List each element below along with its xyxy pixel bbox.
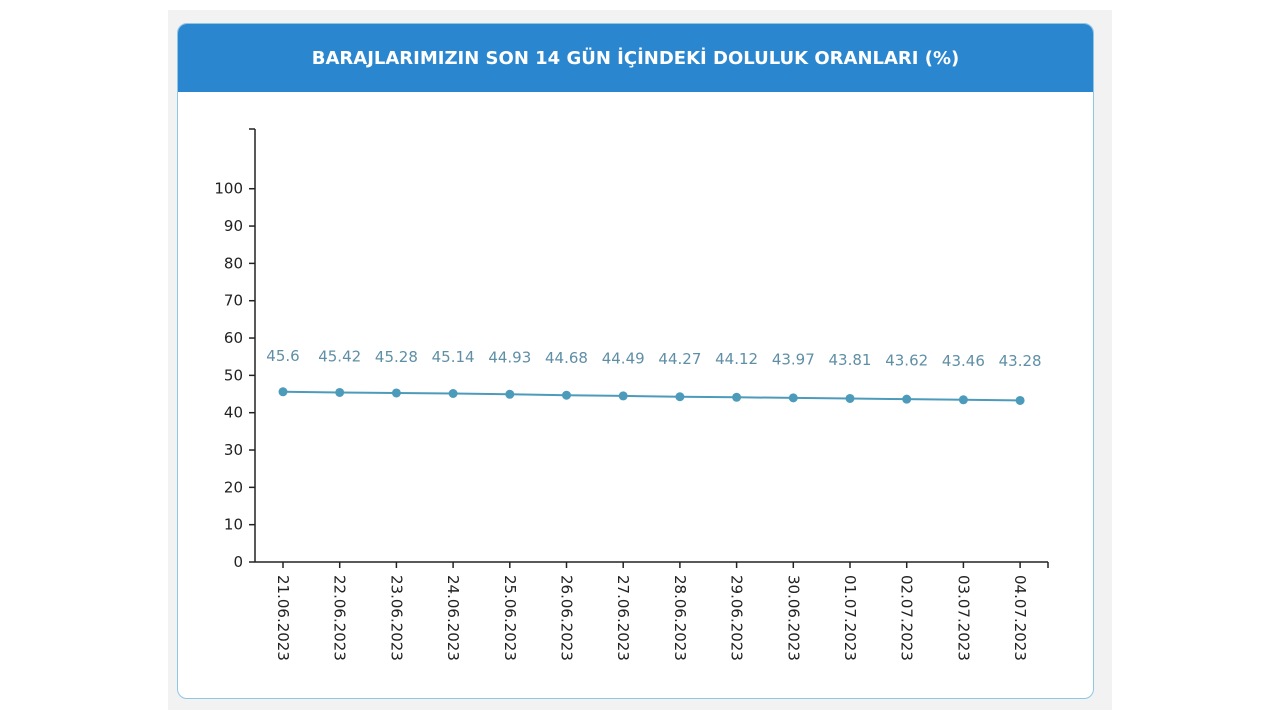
data-label: 45.28 (375, 348, 418, 366)
x-tick-label: 22.06.2023 (331, 575, 349, 661)
point (391, 388, 401, 398)
point (732, 392, 742, 402)
data-label: 45.6 (266, 347, 299, 365)
x-tick-label: 21.06.2023 (274, 575, 292, 661)
x-tick-label: 03.07.2023 (954, 575, 972, 661)
x-tick-label: 29.06.2023 (728, 575, 746, 661)
point (618, 391, 628, 401)
y-tick-label: 80 (224, 254, 243, 272)
data-label: 44.93 (488, 349, 531, 367)
x-tick-label: 27.06.2023 (614, 575, 632, 661)
x-tick-label: 23.06.2023 (387, 575, 405, 661)
data-label: 43.46 (942, 352, 985, 370)
data-label: 44.49 (602, 349, 645, 367)
data-label: 45.42 (318, 347, 361, 365)
y-tick-label: 70 (224, 292, 243, 310)
x-tick-label: 28.06.2023 (671, 575, 689, 661)
point (675, 392, 685, 402)
data-label: 43.97 (772, 351, 815, 369)
x-tick-label: 01.07.2023 (841, 575, 859, 661)
y-tick-label: 40 (224, 404, 243, 422)
x-tick-label: 24.06.2023 (444, 575, 462, 661)
point (1015, 395, 1025, 405)
point (335, 387, 345, 397)
data-label: 43.28 (999, 352, 1042, 370)
x-tick-label: 25.06.2023 (501, 575, 519, 661)
y-tick-label: 10 (224, 516, 243, 534)
x-tick-label: 02.07.2023 (898, 575, 916, 661)
y-tick-label: 0 (233, 553, 243, 571)
point (278, 387, 288, 397)
data-label: 45.14 (432, 348, 475, 366)
y-tick-label: 20 (224, 478, 243, 496)
point (958, 395, 968, 405)
point (845, 393, 855, 403)
y-tick-label: 90 (224, 217, 243, 235)
x-tick-label: 30.06.2023 (784, 575, 802, 661)
x-tick-label: 26.06.2023 (558, 575, 576, 661)
x-tick-label: 04.07.2023 (1011, 575, 1029, 661)
y-tick-label: 30 (224, 441, 243, 459)
data-label: 44.68 (545, 349, 588, 367)
y-tick-label: 60 (224, 329, 243, 347)
data-label: 44.12 (715, 350, 758, 368)
point (788, 393, 798, 403)
point (448, 389, 458, 399)
point (902, 394, 912, 404)
y-tick-label: 50 (224, 366, 243, 384)
card: BARAJLARIMIZIN SON 14 GÜN İÇİNDEKİ DOLUL… (177, 23, 1094, 699)
chart-title: BARAJLARIMIZIN SON 14 GÜN İÇİNDEKİ DOLUL… (178, 24, 1093, 92)
y-tick-label: 100 (214, 180, 243, 198)
data-label: 43.81 (829, 351, 872, 369)
data-label: 43.62 (885, 351, 928, 369)
line (282, 390, 1021, 402)
point (505, 389, 515, 399)
point (562, 390, 571, 400)
data-label: 44.27 (658, 350, 701, 368)
